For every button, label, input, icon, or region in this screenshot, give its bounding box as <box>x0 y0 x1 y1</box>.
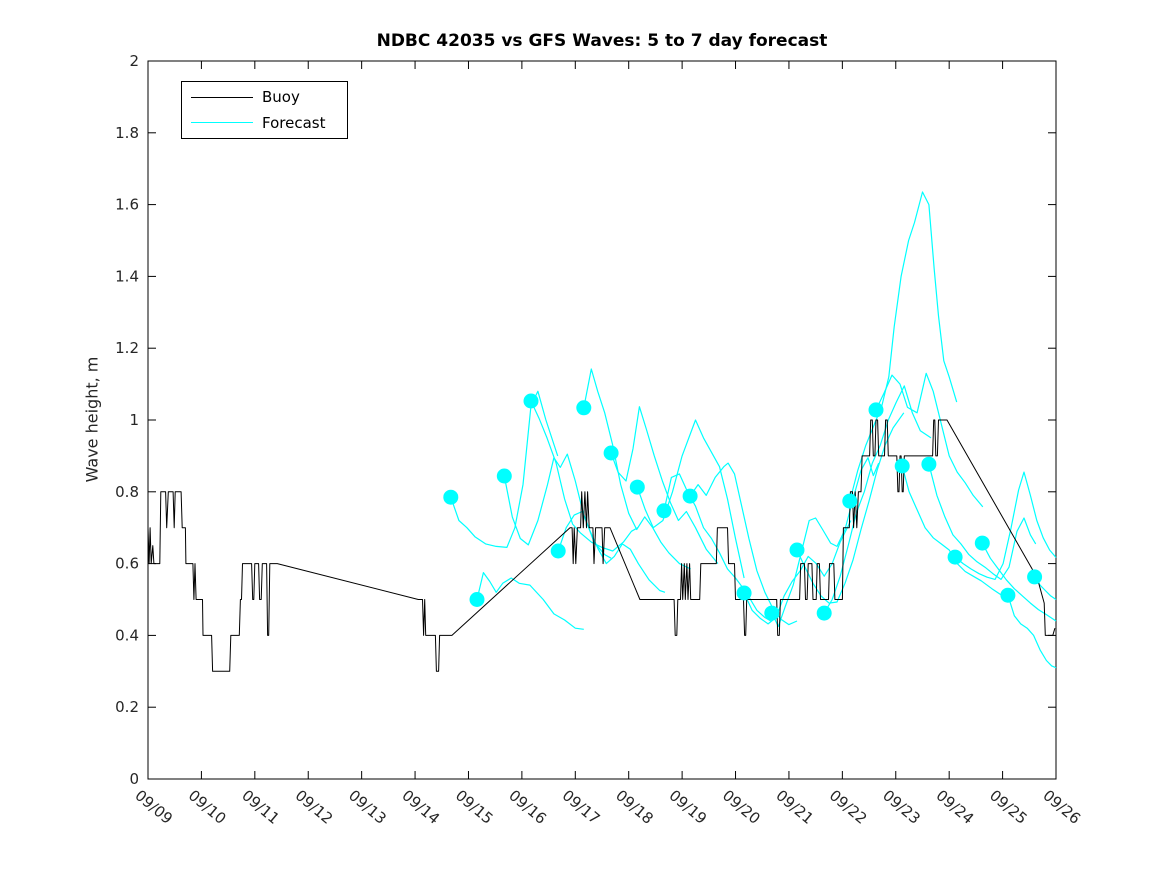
legend: Buoy Forecast <box>181 81 348 139</box>
y-axis-label: Wave height, m <box>82 356 102 483</box>
forecast-start-marker <box>816 605 832 621</box>
buoy-line-sample <box>191 96 253 98</box>
y-tick-label: 1 <box>129 411 139 429</box>
forecast-line <box>849 191 958 502</box>
forecast-start-marker <box>842 493 858 509</box>
forecast-start-marker <box>764 605 780 621</box>
buoy-line <box>147 419 1056 672</box>
forecast-start-marker <box>894 458 910 474</box>
y-tick-label: 2 <box>129 52 139 70</box>
forecast-line <box>636 419 745 579</box>
forecast-start-marker <box>656 503 672 519</box>
forecast-start-marker <box>629 479 645 495</box>
y-tick-label: 0.6 <box>115 555 139 573</box>
forecast-start-marker <box>443 489 459 505</box>
forecast-start-marker <box>576 400 592 416</box>
forecast-line <box>503 453 612 559</box>
x-tick-label: 09/23 <box>879 786 924 828</box>
x-tick-label: 09/11 <box>238 786 283 828</box>
chart-title: NDBC 42035 vs GFS Waves: 5 to 7 day fore… <box>376 31 828 51</box>
forecast-line <box>476 571 584 630</box>
y-tick-label: 1.2 <box>115 339 139 357</box>
y-tick-label: 0.2 <box>115 698 139 716</box>
forecast-line <box>557 510 666 593</box>
legend-item-buoy: Buoy <box>182 85 347 109</box>
forecast-start-marker <box>1027 569 1043 585</box>
x-tick-label: 09/24 <box>933 786 978 828</box>
forecast-start-marker <box>947 549 963 565</box>
forecast-line <box>796 412 905 604</box>
x-tick-label: 09/16 <box>505 786 550 828</box>
legend-label-forecast: Forecast <box>262 113 326 132</box>
x-tick-label: 09/26 <box>1039 786 1084 828</box>
y-tick-label: 0 <box>129 770 139 788</box>
legend-item-forecast: Forecast <box>182 111 347 135</box>
forecast-line <box>743 520 852 625</box>
legend-label-buoy: Buoy <box>262 88 300 107</box>
x-tick-label: 09/15 <box>452 786 497 828</box>
forecast-start-marker <box>603 445 619 461</box>
forecast-line <box>663 473 772 622</box>
forecast-line <box>875 372 984 508</box>
x-tick-label: 09/09 <box>131 786 176 828</box>
forecast-start-marker <box>469 592 485 607</box>
x-tick-label: 09/14 <box>398 786 443 828</box>
forecast-line <box>954 471 1057 581</box>
x-tick-label: 09/12 <box>292 786 337 828</box>
forecast-line <box>823 385 932 614</box>
forecast-start-marker <box>868 402 884 418</box>
x-tick-label: 09/17 <box>559 786 604 828</box>
forecast-start-marker <box>523 393 539 409</box>
x-tick-label: 09/13 <box>345 786 390 828</box>
y-tick-label: 1.8 <box>115 124 139 142</box>
x-tick-label: 09/21 <box>772 786 817 828</box>
forecast-start-marker <box>736 585 752 601</box>
x-tick-label: 09/25 <box>986 786 1031 828</box>
forecast-line <box>771 457 880 628</box>
y-tick-label: 1.6 <box>115 196 139 214</box>
forecast-start-marker <box>974 535 990 551</box>
forecast-start-marker <box>682 488 698 504</box>
forecast-start-marker <box>1000 587 1016 603</box>
y-tick-label: 1.4 <box>115 267 139 285</box>
x-tick-label: 09/10 <box>185 786 230 828</box>
forecast-start-marker <box>789 542 805 558</box>
x-tick-label: 09/20 <box>719 786 764 828</box>
x-tick-label: 09/18 <box>612 786 657 828</box>
y-tick-label: 0.4 <box>115 626 139 644</box>
forecast-line <box>610 406 719 564</box>
x-tick-label: 09/19 <box>666 786 711 828</box>
x-tick-label: 09/22 <box>826 786 871 828</box>
forecast-start-marker <box>496 468 512 484</box>
forecast-line <box>901 465 1010 601</box>
forecast-line <box>530 400 639 552</box>
forecast-start-marker <box>550 543 566 559</box>
forecast-line <box>1007 595 1057 669</box>
forecast-line-sample <box>191 122 253 124</box>
forecast-start-marker <box>921 456 937 472</box>
forecast-line <box>928 464 1037 581</box>
axis-box <box>147 60 1057 780</box>
y-tick-label: 0.8 <box>115 483 139 501</box>
forecast-line <box>981 542 1057 622</box>
forecast-line <box>450 390 559 549</box>
forecast-line <box>583 368 691 570</box>
